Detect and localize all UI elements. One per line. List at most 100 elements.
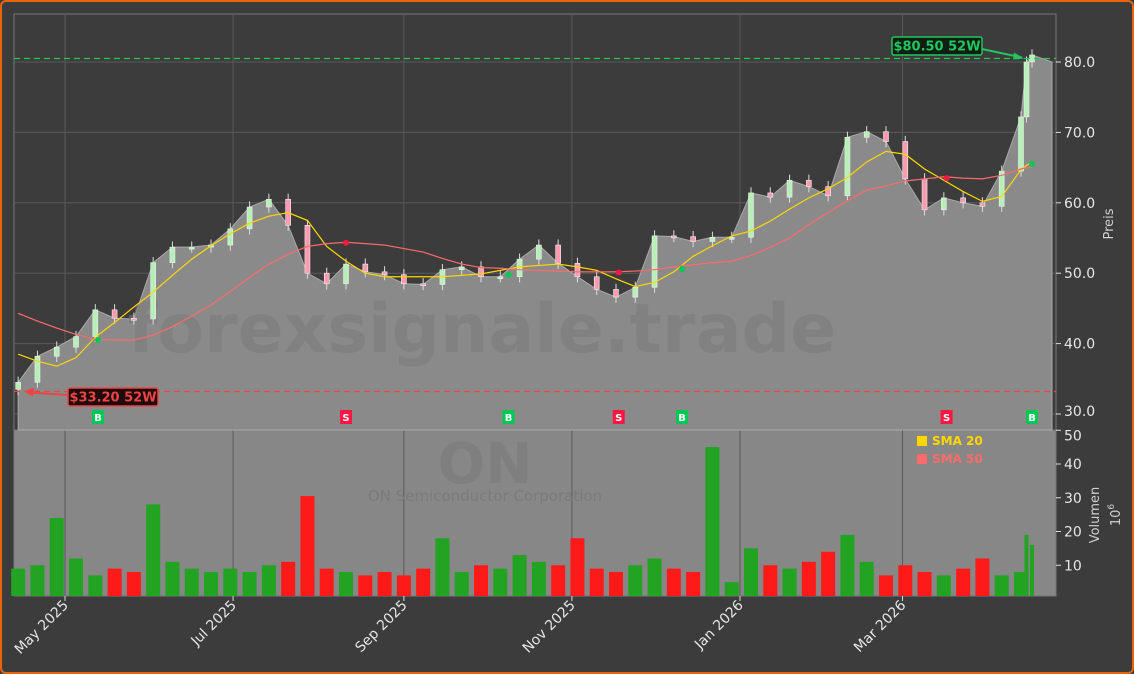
volume-tick-label: 30 [1064, 491, 1082, 507]
candle [863, 131, 870, 138]
volume-bar [184, 568, 199, 596]
candle [34, 355, 41, 383]
candle [1018, 116, 1024, 172]
volume-bar [261, 565, 276, 596]
candle [246, 206, 253, 230]
volume-tick-label: 50 [1064, 428, 1082, 444]
candle [15, 382, 21, 390]
candle [362, 263, 369, 273]
candle [651, 235, 658, 288]
candle [979, 202, 986, 207]
sell-signal-badge [612, 410, 625, 424]
signal-label: B [678, 413, 686, 424]
signal-marker [1029, 161, 1036, 168]
candle [92, 309, 99, 337]
price-tick-label: 80.0 [1064, 55, 1095, 71]
time-tick-label: Sep 2025 [352, 598, 410, 656]
52w-low-arrow [27, 391, 69, 396]
signal-label: S [615, 413, 622, 424]
candle [188, 246, 195, 250]
candle [902, 141, 909, 180]
candle [921, 178, 928, 211]
candle [555, 244, 561, 264]
candle [941, 197, 947, 211]
volume-bar [165, 561, 180, 596]
signal-label: B [94, 413, 102, 424]
time-tick-label: Jul 2025 [188, 598, 240, 650]
candle [497, 276, 504, 280]
signal-marker [95, 337, 102, 344]
signal-label: S [943, 413, 950, 424]
volume-bar [242, 572, 257, 596]
sell-signal-badge [940, 410, 953, 424]
candle [883, 131, 889, 142]
volume-bar [609, 572, 623, 596]
time-tick-label: May 2025 [12, 598, 72, 658]
volume-bar [204, 572, 219, 596]
sma-line-sma50 [17, 166, 1033, 341]
volume-bar [69, 558, 84, 596]
volume-bar [801, 561, 816, 596]
volume-bar [107, 568, 122, 596]
candle [458, 266, 465, 270]
volume-bar [146, 504, 161, 596]
volume-bar [435, 538, 450, 596]
candle [53, 346, 60, 357]
volume-bar [917, 572, 932, 596]
candle [593, 276, 600, 290]
price-tick-label: 60.0 [1064, 196, 1095, 212]
volume-bar [126, 572, 141, 596]
candle [1029, 54, 1035, 63]
candle [266, 198, 272, 208]
volume-bar [416, 568, 431, 596]
volume-bar [821, 551, 836, 596]
volume-bar [956, 568, 971, 596]
sma-line-sma20 [17, 150, 1033, 367]
volume-bar [666, 568, 681, 596]
candle [227, 228, 234, 246]
candle [825, 186, 831, 197]
52w-low-label-box [67, 387, 159, 407]
volume-bar [88, 575, 103, 596]
volume-bar [782, 568, 797, 596]
volume-bar [531, 561, 546, 596]
volume-bar [493, 568, 508, 596]
candle [574, 263, 581, 278]
company-watermark: ON Semiconductor Corporation [368, 487, 602, 505]
arrow-head-icon [24, 387, 34, 397]
volume-bar [454, 572, 469, 596]
candle [767, 192, 774, 198]
candle [709, 236, 716, 242]
candle [844, 137, 851, 197]
candle [169, 246, 176, 263]
candle [960, 197, 966, 204]
52w-high-label: $80.50 52W [893, 40, 980, 55]
volume-bar [11, 568, 26, 596]
candle [304, 225, 311, 274]
legend-swatch-sma50 [917, 454, 927, 464]
volume-tick-label: 20 [1064, 525, 1082, 541]
sma-lines [17, 150, 1033, 367]
volume-bar [396, 575, 411, 596]
buy-signal-badge [92, 410, 105, 424]
volume-bar [975, 558, 990, 596]
signal-label: S [342, 413, 349, 424]
volume-bar [377, 572, 392, 596]
volume-bar [300, 496, 315, 596]
price-tick-label: 30.0 [1064, 404, 1095, 420]
volume-bar [686, 572, 701, 596]
volume-bar [319, 568, 334, 596]
buy-signal-badge [1026, 410, 1039, 424]
sell-signal-badge [340, 410, 353, 424]
candle [131, 317, 137, 321]
site-watermark: forexsignale.trade [128, 290, 837, 369]
volume-bar [551, 565, 566, 596]
candle [728, 236, 735, 240]
52w-high-label-box [891, 36, 983, 56]
volume-bar [281, 561, 296, 596]
signal-marker [943, 175, 950, 182]
candle [786, 179, 793, 198]
signal-marker [505, 271, 512, 278]
volume-bar [705, 447, 720, 596]
